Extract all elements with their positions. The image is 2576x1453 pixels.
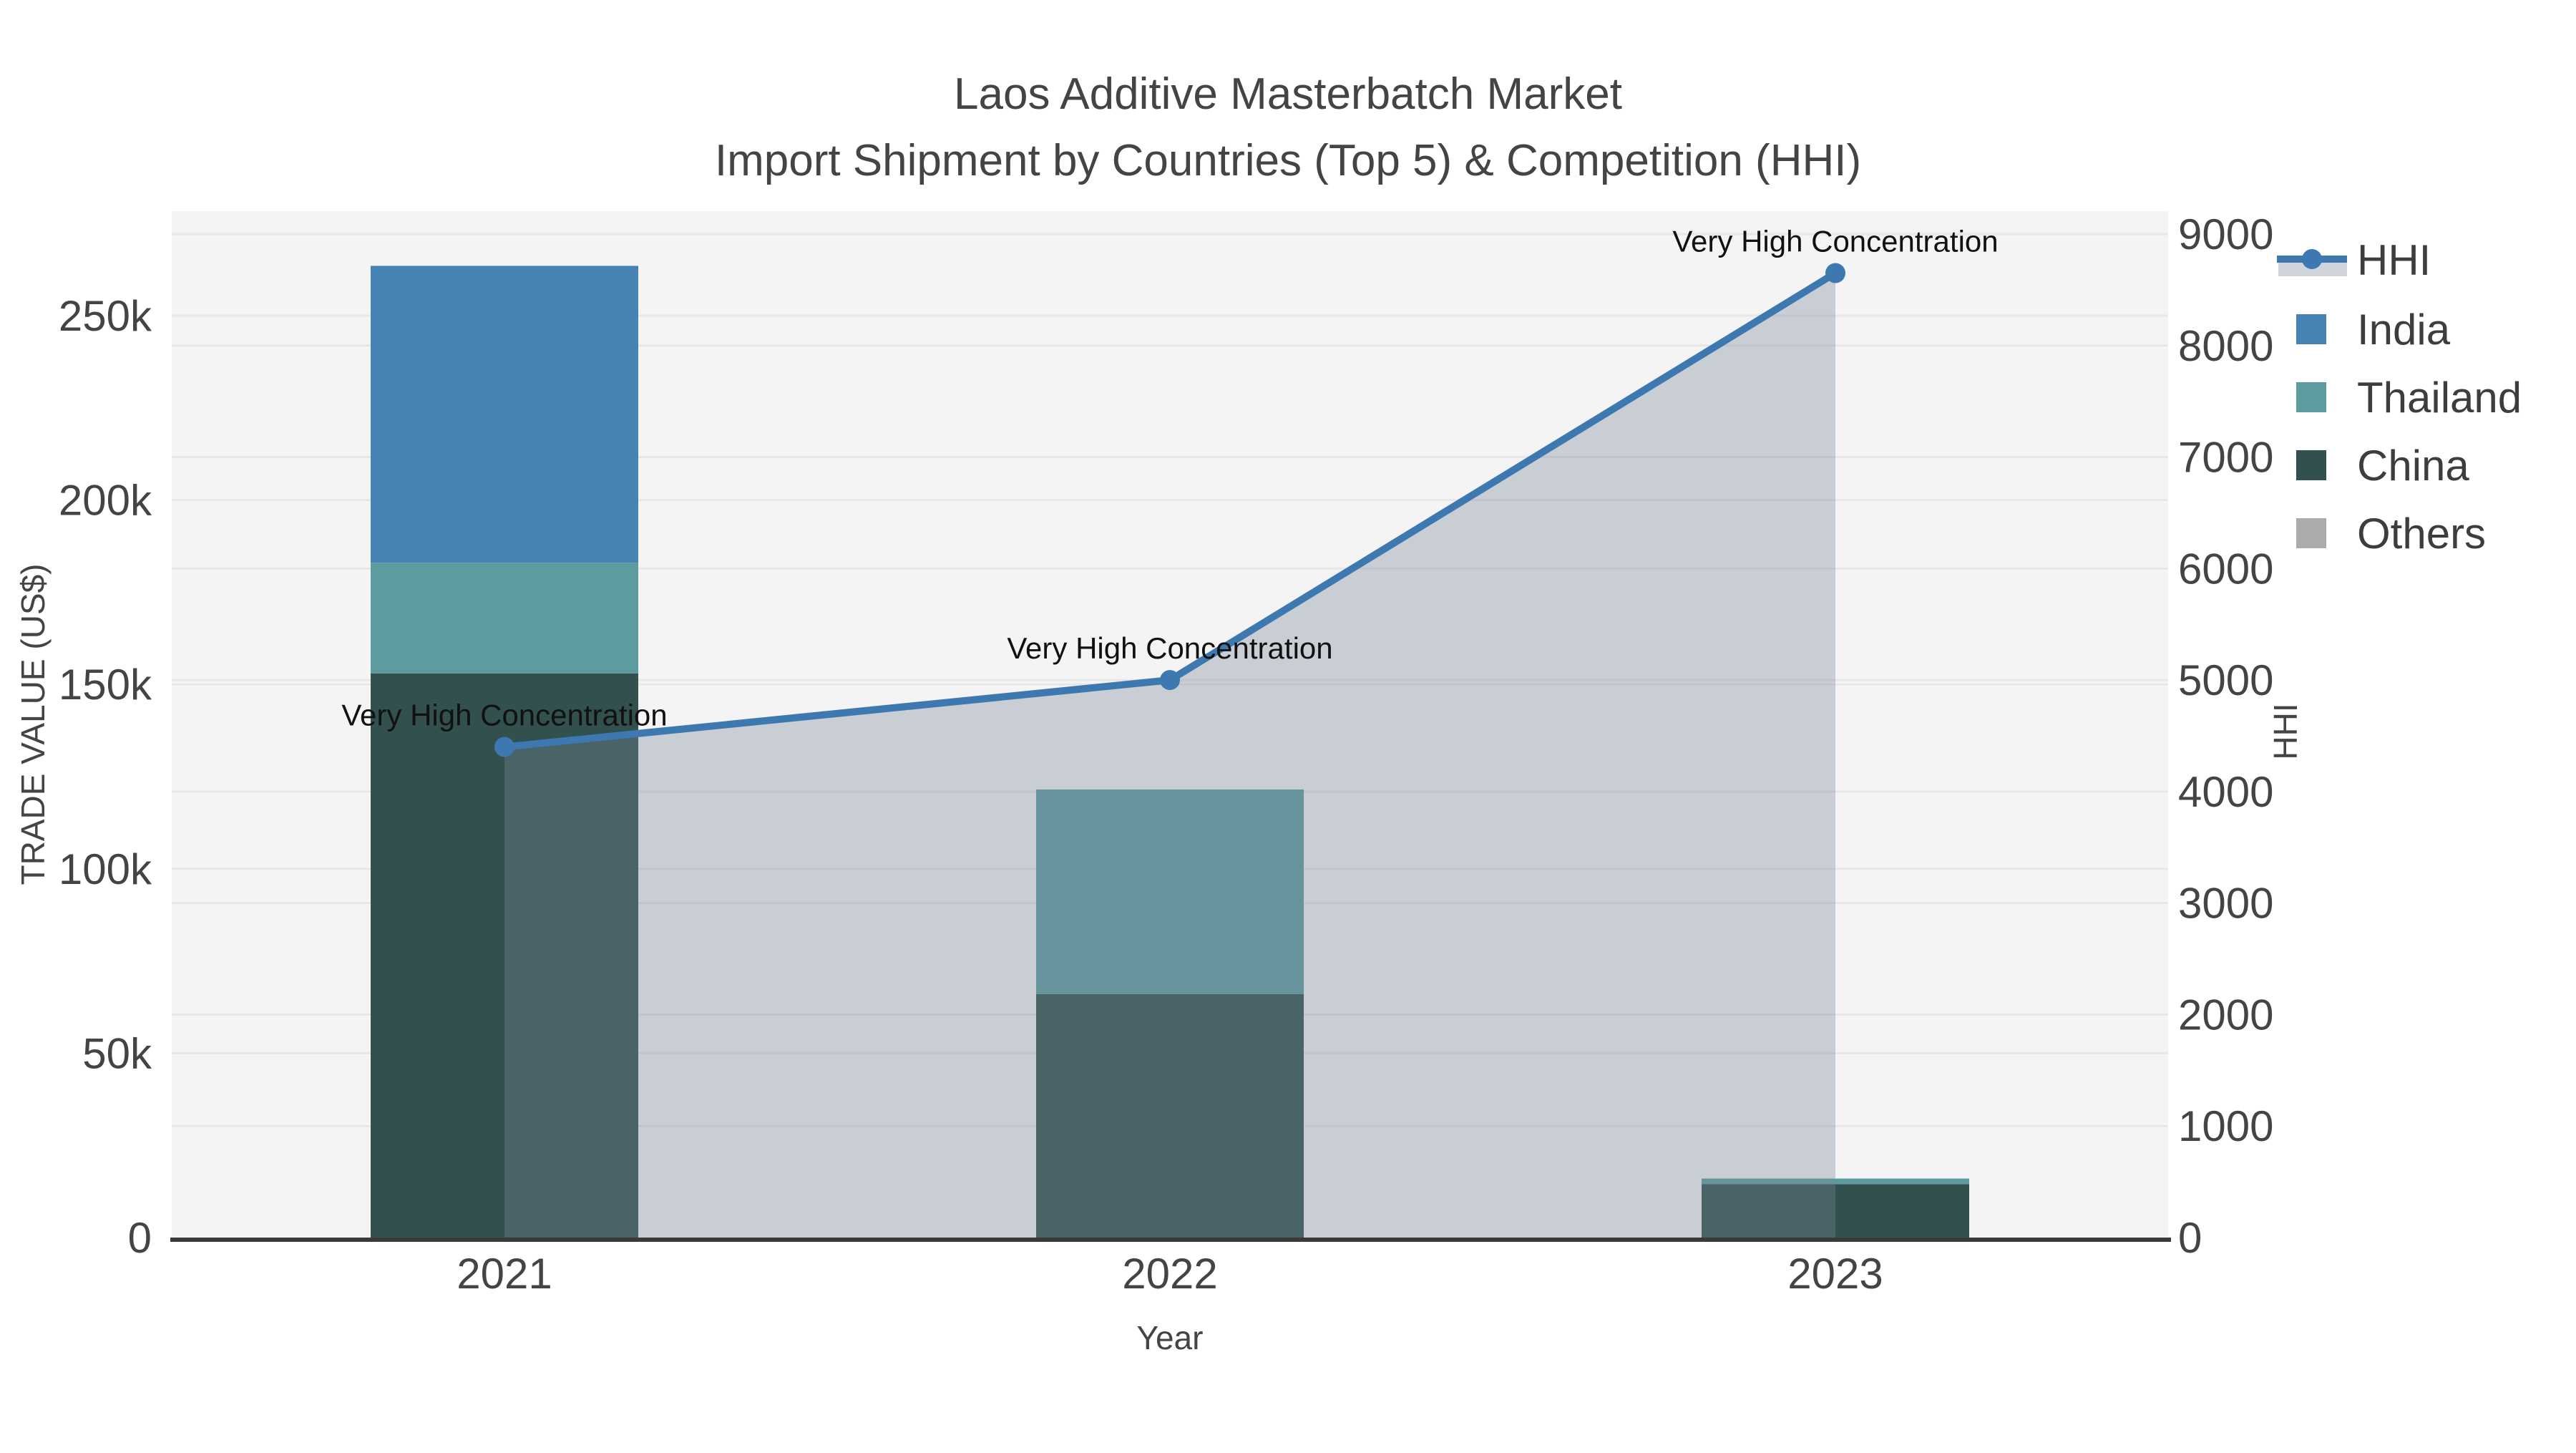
y-right-tick-labels: 0 1000 2000 3000 4000 5000 6000 7000 8000 9000 <box>2178 210 2273 1262</box>
stacked-bars <box>371 266 1969 1238</box>
legend-item-thailand[interactable]: Thailand <box>2296 374 2522 422</box>
hhi-area-fill <box>504 273 1835 1238</box>
y-left-tick-labels: 0 50k 100k 150k 200k 250k <box>59 292 152 1262</box>
legend-item-others[interactable]: Others <box>2296 510 2486 558</box>
chart-title-line2: Import Shipment by Countries (Top 5) & C… <box>715 136 1861 185</box>
legend-label-india: India <box>2357 306 2451 354</box>
bar-thailand-2023 <box>1702 1178 1969 1185</box>
legend-label-thailand: Thailand <box>2357 374 2522 422</box>
y-right-axis-title: HHI <box>2267 703 2304 759</box>
china-swatch <box>2296 450 2326 480</box>
x-tick-labels: 2021 2022 2023 <box>457 1250 1883 1298</box>
hhi-point-2023 <box>1825 263 1845 283</box>
bar-china-2023 <box>1702 1184 1969 1238</box>
annotation-2021: Very High Concentration <box>341 699 667 732</box>
y-left-tick-50k: 50k <box>82 1029 152 1077</box>
y-right-tick-7000: 7000 <box>2178 434 2273 482</box>
x-tick-2021: 2021 <box>457 1250 552 1298</box>
legend-item-china[interactable]: China <box>2296 442 2469 490</box>
x-tick-2023: 2023 <box>1787 1250 1883 1298</box>
y-left-tick-0: 0 <box>128 1214 152 1262</box>
y-right-tick-3000: 3000 <box>2178 880 2273 928</box>
others-swatch <box>2296 518 2326 548</box>
annotation-2022: Very High Concentration <box>1007 631 1332 665</box>
x-axis-title: Year <box>1137 1319 1204 1356</box>
y-right-tick-2000: 2000 <box>2178 991 2273 1039</box>
x-tick-2022: 2022 <box>1122 1250 1217 1298</box>
bar-india-2021 <box>371 266 638 563</box>
annotations: Very High Concentration Very High Concent… <box>341 225 1998 732</box>
hhi-point-2022 <box>1160 670 1180 691</box>
y-left-tick-200k: 200k <box>59 477 152 525</box>
chart-title-line1: Laos Additive Masterbatch Market <box>954 69 1622 119</box>
y-right-tick-9000: 9000 <box>2178 210 2273 258</box>
legend-item-hhi[interactable]: HHI <box>2277 236 2431 284</box>
hhi-markers <box>494 263 1845 757</box>
legend-label-hhi: HHI <box>2357 236 2431 284</box>
y-right-tick-6000: 6000 <box>2178 545 2273 593</box>
legend-label-china: China <box>2357 442 2469 490</box>
legend-label-others: Others <box>2357 510 2486 558</box>
bar-thailand-2022 <box>1036 789 1304 994</box>
legend-item-india[interactable]: India <box>2296 306 2451 354</box>
y-right-tick-5000: 5000 <box>2178 656 2273 704</box>
y-left-tick-150k: 150k <box>59 661 152 709</box>
y-right-tick-4000: 4000 <box>2178 768 2273 816</box>
legend: HHI India Thailand China Others <box>2277 236 2522 558</box>
bar-china-2022 <box>1036 993 1304 1238</box>
india-swatch <box>2296 314 2326 344</box>
y-left-tick-100k: 100k <box>59 845 152 893</box>
hhi-marker-swatch <box>2302 249 2322 269</box>
annotation-2023: Very High Concentration <box>1672 225 1998 258</box>
y-right-tick-8000: 8000 <box>2178 322 2273 370</box>
y-left-tick-250k: 250k <box>59 292 152 340</box>
thailand-swatch <box>2296 382 2326 412</box>
hhi-area-polygon <box>504 273 1835 1238</box>
y-left-axis-title: TRADE VALUE (US$) <box>14 563 52 885</box>
hhi-point-2021 <box>494 737 514 757</box>
y-right-tick-0: 0 <box>2178 1214 2202 1262</box>
bar-china-2021 <box>371 673 638 1238</box>
y-right-tick-1000: 1000 <box>2178 1102 2273 1150</box>
bar-thailand-2021 <box>371 563 638 674</box>
